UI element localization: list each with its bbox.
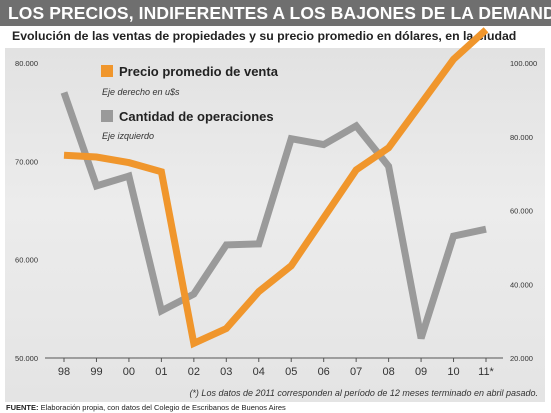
x-axis-tick-label: 01 (155, 366, 167, 378)
x-axis-tick-label: 07 (350, 366, 362, 378)
left-axis-tick-label: 50.000 (15, 354, 38, 363)
chart-subtitle: Evolución de las ventas de propiedades y… (12, 29, 517, 43)
x-axis-tick-label: 08 (382, 366, 394, 378)
x-axis-tick-label: 02 (188, 366, 200, 378)
legend-label-price: Precio promedio de venta (119, 64, 279, 79)
operations-series-line (60, 91, 487, 340)
x-axis-tick-label: 99 (90, 366, 102, 378)
right-axis-tick-label: 40.000 (510, 280, 533, 289)
right-axis-tick-label: 60.000 (510, 207, 533, 216)
chart-panel (5, 48, 545, 402)
series-layer (60, 27, 489, 349)
x-axis-tick-label: 11* (478, 366, 494, 378)
legend-swatch-price (101, 65, 113, 77)
x-axis-tick-label: 98 (58, 366, 70, 378)
x-axis-tick-label: 06 (318, 366, 330, 378)
left-axis: 50.000 60.000 70.000 80.000 (15, 59, 38, 363)
source-note: FUENTE: Elaboración propia, con datos de… (6, 403, 286, 412)
page-title: LOS PRECIOS, INDIFERENTES A LOS BAJONES … (0, 0, 551, 26)
x-axis-tick-label: 10 (447, 366, 459, 378)
left-axis-tick-label: 70.000 (15, 157, 38, 166)
x-axis: 98 99 00 01 02 03 04 05 06 07 08 09 10 11* (45, 357, 503, 378)
left-axis-tick-label: 60.000 (15, 256, 38, 265)
right-axis: 20.000 40.000 60.000 80.000 100.000 (510, 59, 537, 363)
x-axis-tick-label: 05 (285, 366, 297, 378)
price-series-line (63, 27, 489, 349)
x-axis-tick-label: 09 (415, 366, 427, 378)
source-text: Elaboración propia, con datos del Colegi… (40, 403, 286, 412)
chart-footnote: (*) Los datos de 2011 corresponden al pe… (189, 388, 538, 398)
legend-label-operations: Cantidad de operaciones (119, 109, 274, 124)
legend-swatch-operations (101, 110, 113, 122)
right-axis-tick-label: 100.000 (510, 59, 537, 68)
x-axis-tick-label: 04 (253, 366, 265, 378)
source-label: FUENTE: (6, 403, 39, 412)
x-axis-tick-label: 03 (220, 366, 232, 378)
right-axis-tick-label: 80.000 (510, 133, 533, 142)
x-axis-tick-label: 00 (123, 366, 135, 378)
right-axis-tick-label: 20.000 (510, 354, 533, 363)
legend-note-operations: Eje izquierdo (102, 131, 154, 141)
left-axis-tick-label: 80.000 (15, 59, 38, 68)
legend: Precio promedio de venta Eje derecho en … (101, 64, 279, 141)
legend-note-price: Eje derecho en u$s (102, 87, 180, 97)
